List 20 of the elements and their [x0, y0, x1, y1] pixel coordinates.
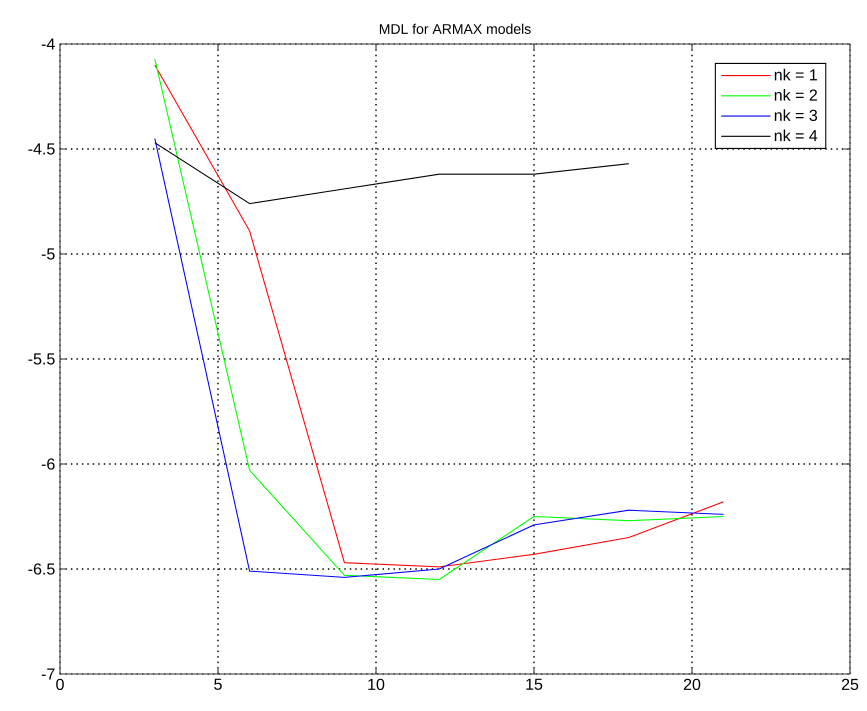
x-tick-label: 0 [56, 678, 64, 690]
legend-label: nk = 2 [774, 89, 817, 101]
y-tick-label: -6 [42, 458, 55, 470]
x-tick-label: 20 [684, 678, 700, 690]
x-tick-label: 5 [214, 678, 222, 690]
chart-title: MDL for ARMAX models [380, 24, 531, 34]
y-tick-label: -5.5 [28, 353, 55, 365]
y-tick-label: -5 [42, 248, 55, 260]
x-tick-label: 15 [526, 678, 542, 690]
line-series [154, 142, 630, 204]
legend-label: nk = 4 [774, 130, 818, 142]
y-tick-label: -4 [42, 38, 55, 50]
legend-label: nk = 1 [774, 68, 817, 80]
x-tick-label: 10 [368, 678, 384, 690]
y-tick-label: -7 [42, 668, 54, 680]
y-tick-label: -4.5 [28, 143, 55, 155]
line-series [154, 138, 724, 578]
y-tick-label: -6.5 [28, 563, 55, 575]
x-tick-label: 25 [842, 678, 858, 690]
legend-label: nk = 3 [774, 109, 818, 122]
